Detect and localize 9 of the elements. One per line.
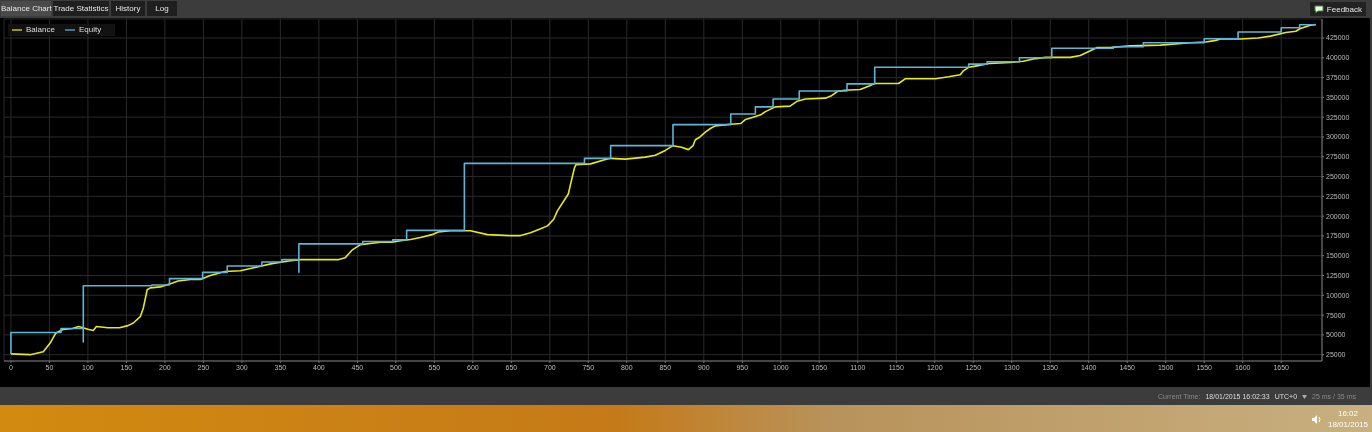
- text: History: [111, 1, 145, 16]
- text: 16:02: [1336, 408, 1359, 419]
- legend-label: Balance: [26, 25, 55, 35]
- text: 18/01/2015: [1327, 419, 1368, 430]
- legend-label: Equity: [78, 25, 102, 35]
- text: Balance Chart: [1, 1, 52, 16]
- text: Log: [147, 1, 177, 16]
- text: Feedback: [1326, 4, 1362, 14]
- text: Trade Statistics: [53, 1, 109, 16]
